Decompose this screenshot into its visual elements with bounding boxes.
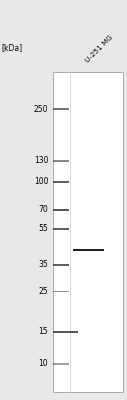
Text: 55: 55	[38, 224, 48, 234]
Bar	[53, 264, 69, 266]
Bar	[53, 160, 69, 162]
Text: 35: 35	[38, 260, 48, 269]
Bar	[53, 330, 78, 333]
Bar	[53, 209, 69, 211]
Bar	[53, 181, 69, 183]
Text: 250: 250	[34, 105, 48, 114]
Bar	[53, 228, 69, 230]
Text: 25: 25	[39, 287, 48, 296]
Text: 130: 130	[34, 156, 48, 166]
Bar	[53, 72, 123, 392]
Bar	[53, 290, 69, 292]
Text: 100: 100	[34, 177, 48, 186]
Text: 15: 15	[39, 327, 48, 336]
Bar	[73, 249, 104, 252]
Text: 10: 10	[39, 359, 48, 368]
Text: 70: 70	[38, 205, 48, 214]
Text: U-251 MG: U-251 MG	[84, 34, 114, 64]
Text: [kDa]: [kDa]	[1, 44, 22, 52]
Bar	[53, 363, 69, 364]
Bar	[53, 108, 69, 110]
